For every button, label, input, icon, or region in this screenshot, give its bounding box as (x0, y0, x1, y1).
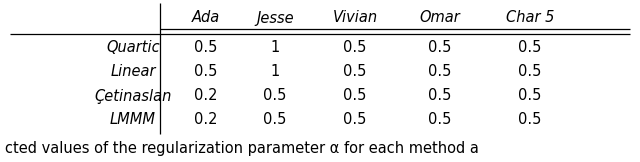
Text: Linear: Linear (110, 64, 156, 80)
Text: 0.5: 0.5 (195, 40, 218, 56)
Text: cted values of the regularization parameter α for each method a: cted values of the regularization parame… (5, 140, 479, 156)
Text: 0.5: 0.5 (428, 88, 452, 104)
Text: LMMM: LMMM (110, 112, 156, 127)
Text: 0.5: 0.5 (428, 40, 452, 56)
Text: 0.2: 0.2 (195, 112, 218, 127)
Text: 0.5: 0.5 (518, 40, 541, 56)
Text: Jesse: Jesse (256, 11, 294, 25)
Text: 0.5: 0.5 (343, 40, 367, 56)
Text: 0.2: 0.2 (195, 88, 218, 104)
Text: 0.5: 0.5 (343, 112, 367, 127)
Text: 0.5: 0.5 (518, 64, 541, 80)
Text: Vivian: Vivian (332, 11, 378, 25)
Text: 0.5: 0.5 (343, 64, 367, 80)
Text: Ada: Ada (192, 11, 220, 25)
Text: Omar: Omar (420, 11, 460, 25)
Text: 0.5: 0.5 (343, 88, 367, 104)
Text: 1: 1 (270, 40, 280, 56)
Text: 0.5: 0.5 (428, 64, 452, 80)
Text: 0.5: 0.5 (263, 112, 287, 127)
Text: Quartic: Quartic (106, 40, 160, 56)
Text: 1: 1 (270, 64, 280, 80)
Text: 0.5: 0.5 (263, 88, 287, 104)
Text: 0.5: 0.5 (195, 64, 218, 80)
Text: 0.5: 0.5 (518, 88, 541, 104)
Text: 0.5: 0.5 (428, 112, 452, 127)
Text: Char 5: Char 5 (506, 11, 554, 25)
Text: 0.5: 0.5 (518, 112, 541, 127)
Text: Çetinaslan: Çetinaslan (94, 88, 172, 104)
